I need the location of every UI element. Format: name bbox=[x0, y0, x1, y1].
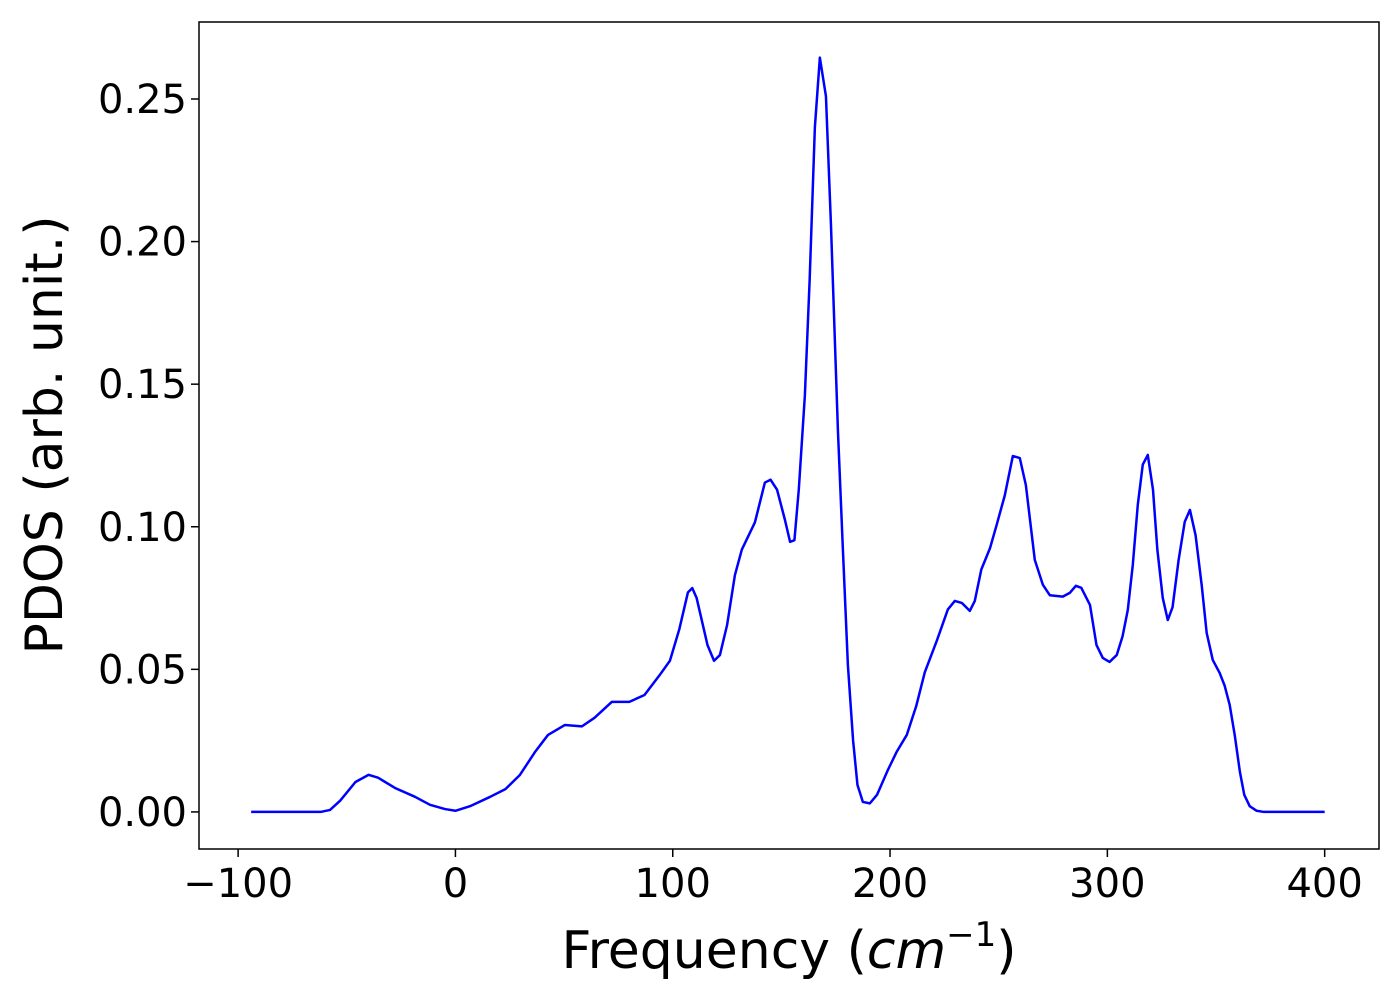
x-label-unit: cm bbox=[867, 921, 946, 981]
x-tick-label: 200 bbox=[852, 861, 928, 907]
x-tick-label: −100 bbox=[183, 861, 293, 907]
x-tick-label: 400 bbox=[1286, 861, 1362, 907]
x-tick-label: 300 bbox=[1069, 861, 1145, 907]
y-tick-label: 0.05 bbox=[98, 647, 187, 693]
y-tick-label: 0.20 bbox=[98, 220, 187, 266]
x-axis-label: Frequency (cm−1) bbox=[561, 915, 1016, 981]
plot-frame bbox=[198, 21, 1380, 850]
y-tick-label: 0.10 bbox=[98, 505, 187, 551]
y-tick-label: 0.15 bbox=[98, 362, 187, 408]
y-tick-label: 0.25 bbox=[98, 77, 187, 123]
x-label-close: ) bbox=[996, 921, 1016, 981]
x-label-exponent: −1 bbox=[946, 915, 996, 955]
y-axis-label: PDOS (arb. unit.) bbox=[15, 215, 75, 654]
x-label-text: Frequency ( bbox=[561, 921, 866, 981]
y-tick-label: 0.00 bbox=[98, 790, 187, 836]
data-line bbox=[251, 56, 1325, 814]
x-tick-label: 100 bbox=[635, 861, 711, 907]
x-tick-label: 0 bbox=[443, 861, 468, 907]
